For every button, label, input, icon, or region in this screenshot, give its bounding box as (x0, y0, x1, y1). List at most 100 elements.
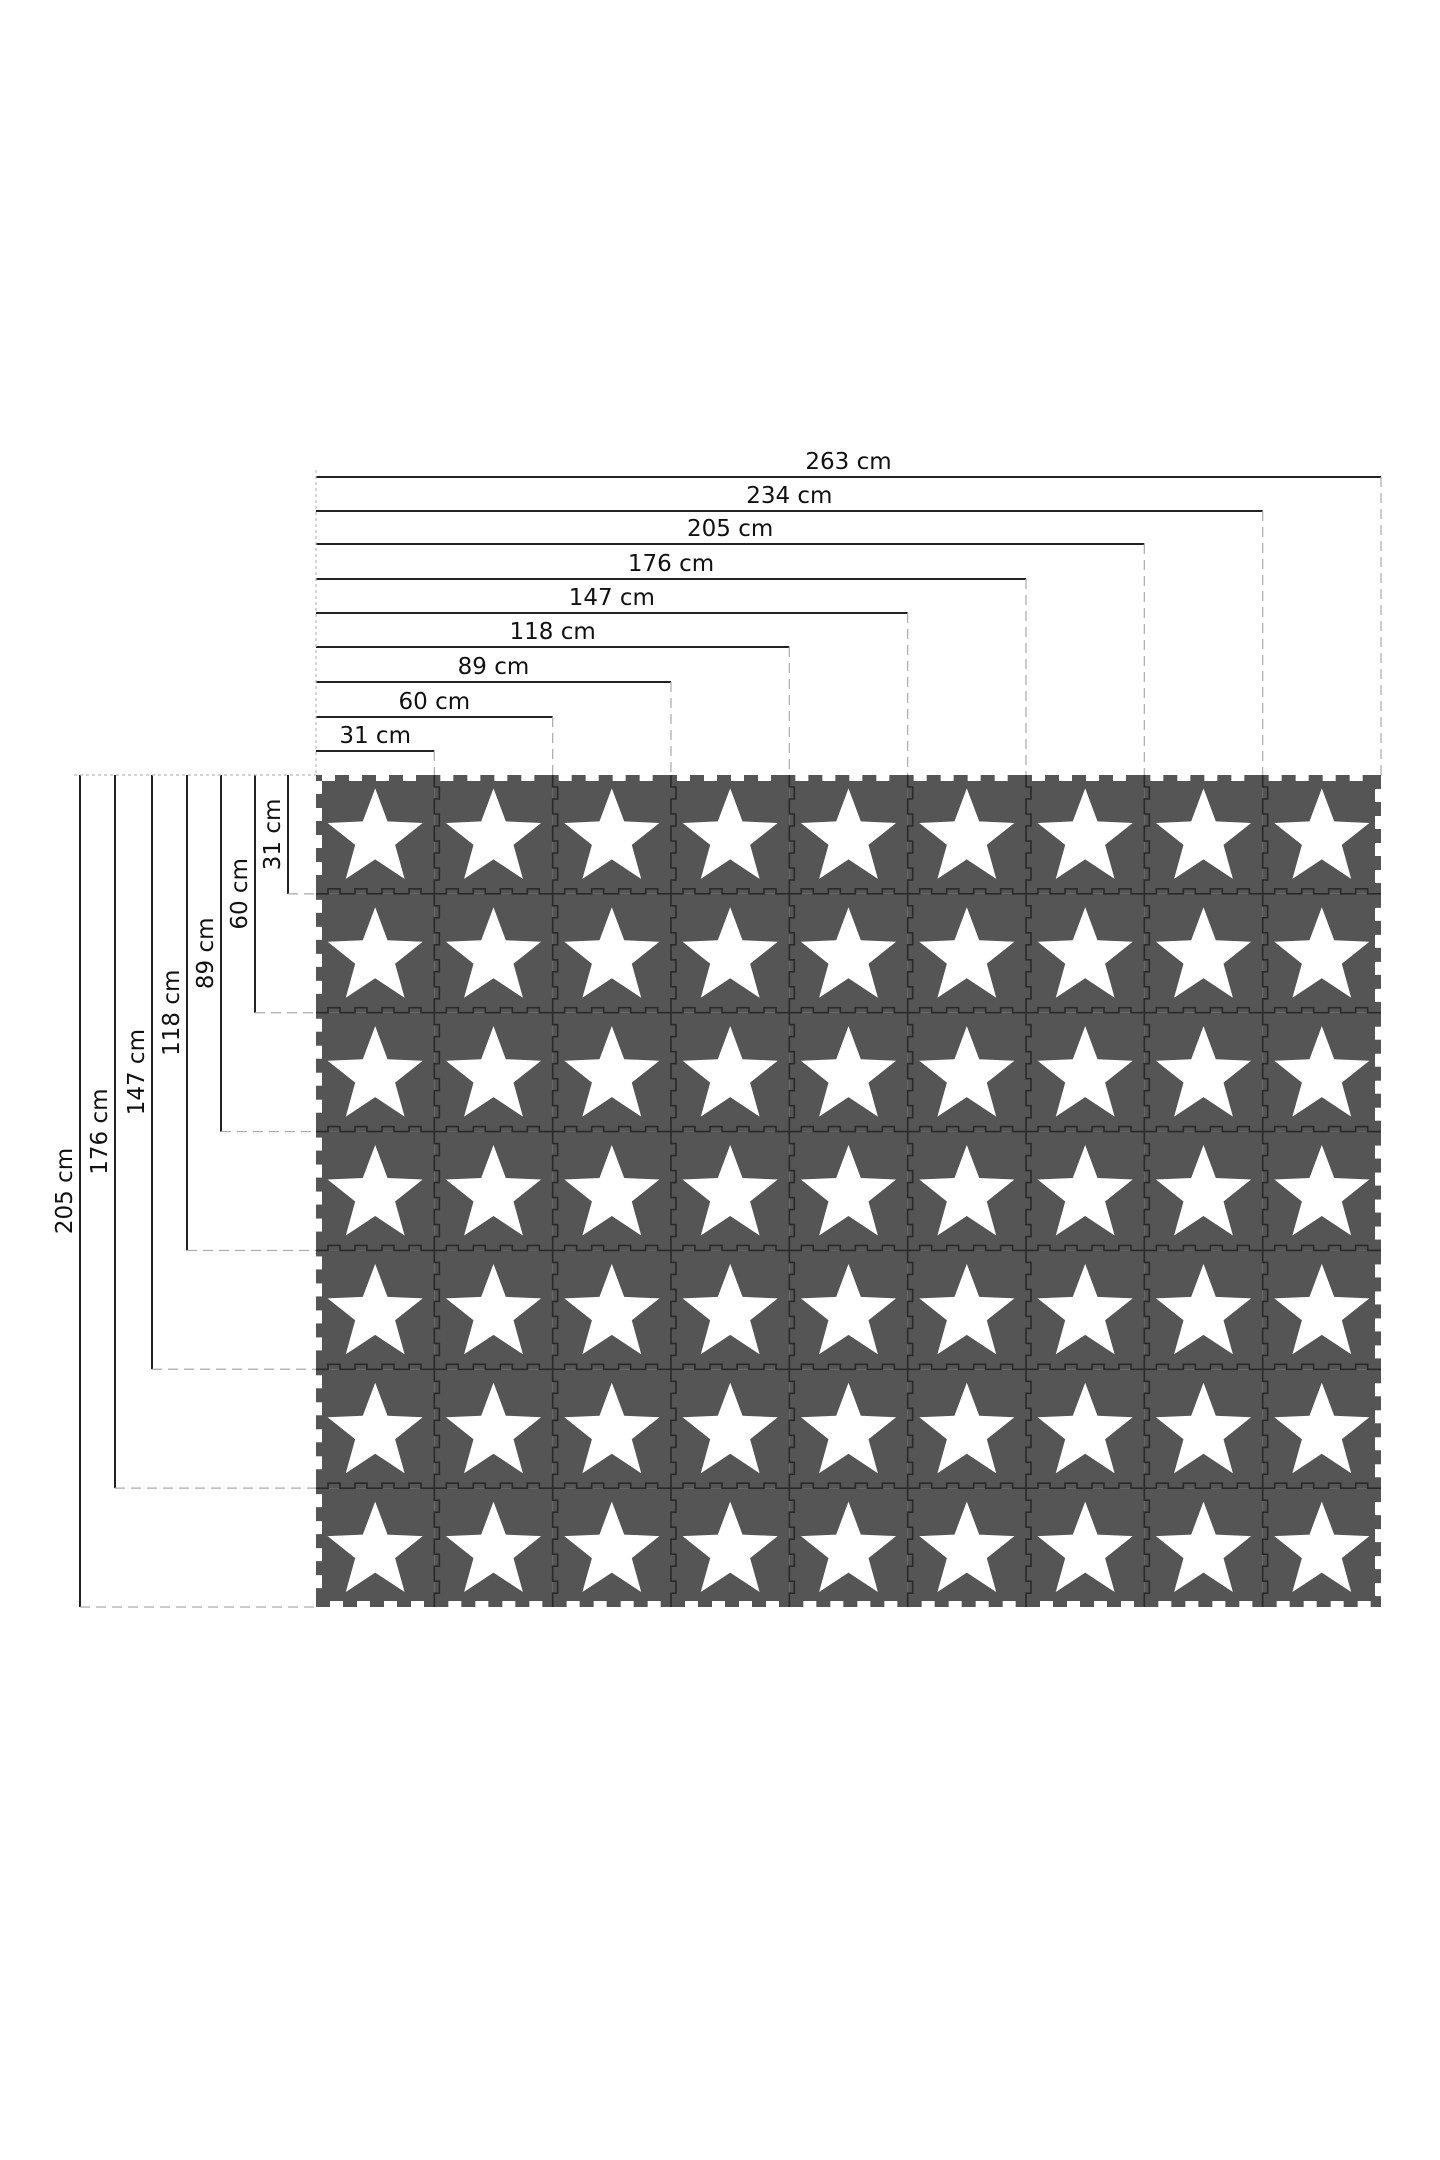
mat-tile (1261, 775, 1381, 894)
star-icon (1274, 1263, 1370, 1355)
tile-seam (1261, 1125, 1381, 1251)
dimension-label: 205 cm (687, 516, 773, 542)
edge-notch (349, 775, 362, 781)
tile-seam (1025, 1363, 1145, 1489)
mat-tile (1025, 1482, 1145, 1607)
mat-tile (1261, 1125, 1381, 1251)
edge-notch (316, 1456, 322, 1470)
edge-notch (712, 1601, 725, 1607)
tile-seam (551, 1244, 671, 1370)
edge-notch (639, 775, 653, 781)
mat-tile (433, 1244, 553, 1370)
tile-seam (316, 1006, 435, 1014)
edge-notch (921, 1601, 935, 1607)
tile-seam (788, 1244, 908, 1370)
edge-notch (1375, 870, 1381, 883)
edge-notch (1375, 1410, 1381, 1424)
edge-notch (316, 1191, 322, 1205)
edge-notch (1303, 1601, 1317, 1607)
edge-notch (731, 775, 744, 781)
dimension-label: 118 cm (159, 970, 185, 1056)
mat-tile (670, 1125, 790, 1251)
mat-tile (1261, 888, 1381, 1013)
tile-seam (1261, 775, 1269, 894)
edge-notch (857, 1601, 871, 1607)
mat-tile (551, 1244, 671, 1370)
mat-tile (551, 1363, 671, 1489)
tile-seam (670, 775, 677, 894)
mat-tile (551, 1006, 671, 1132)
mat-tile (1025, 1363, 1145, 1489)
mat-tile (670, 888, 790, 1013)
tile-seam (1143, 888, 1263, 1013)
edge-notch (1150, 775, 1164, 781)
edge-notch (1375, 1053, 1381, 1067)
edge-notch (316, 808, 322, 821)
star-icon (682, 1263, 778, 1355)
edge-notch (1375, 1145, 1381, 1159)
star-icon (682, 1382, 778, 1474)
mat-tile (1143, 1482, 1263, 1607)
edge-notch (948, 1601, 962, 1607)
mat-tile (906, 1244, 1026, 1370)
mat-tile (433, 1482, 553, 1607)
star-icon (327, 788, 423, 879)
star-icon (1037, 1501, 1133, 1592)
edge-notch (849, 775, 863, 781)
tile-seam (316, 1363, 435, 1371)
tile-seam (433, 775, 441, 894)
star-icon (919, 907, 1015, 998)
star-icon (800, 1382, 897, 1474)
mat-tile (1261, 1482, 1381, 1607)
edge-notch (1059, 775, 1072, 781)
edge-notch (1212, 1601, 1226, 1607)
star-icon (564, 788, 660, 879)
edge-notch (316, 1375, 322, 1389)
edge-notch (316, 781, 322, 794)
edge-notch (316, 1099, 322, 1113)
star-icon (1037, 1026, 1133, 1117)
edge-notch (1375, 1107, 1381, 1121)
edge-notch (1375, 1080, 1381, 1094)
tile-seam (788, 888, 908, 1013)
edge-notch (795, 775, 809, 781)
tile-seam (1025, 1244, 1145, 1370)
tile-seam (551, 1006, 671, 1132)
star-icon (1037, 907, 1133, 998)
height-dimension: 60 cm (227, 775, 316, 1014)
tile-seam (670, 888, 790, 1013)
edge-notch (502, 1601, 516, 1607)
dimension-label: 234 cm (746, 483, 832, 509)
edge-notch (1375, 1556, 1381, 1570)
tile-seam (906, 1244, 1026, 1370)
edge-notch (876, 775, 890, 781)
width-dimension: 205 cm (316, 516, 1145, 775)
dimension-label: 60 cm (227, 858, 253, 930)
edge-notch (822, 775, 836, 781)
mat-tile (788, 1244, 908, 1370)
mat-tile (1025, 775, 1145, 894)
mat-tile (906, 775, 1026, 894)
edge-notch (529, 1601, 543, 1607)
edge-notch (913, 775, 927, 781)
star-icon (564, 1382, 660, 1474)
height-dimension: 147 cm (124, 775, 316, 1370)
star-icon (800, 907, 897, 998)
edge-notch (739, 1601, 752, 1607)
edge-notch (704, 775, 717, 781)
edge-notch (1204, 775, 1218, 781)
edge-notch (758, 775, 771, 781)
mat-tile (316, 888, 435, 1013)
star-icon (327, 907, 423, 998)
edge-notch (316, 1575, 322, 1589)
mat-tile (1143, 1363, 1263, 1489)
width-dimension: 263 cm (316, 449, 1382, 775)
edge-notch (585, 775, 599, 781)
edge-notch (1067, 1601, 1080, 1607)
mat-tile (433, 1363, 553, 1489)
star-icon (327, 1501, 423, 1592)
star-icon (800, 1501, 897, 1592)
width-dimension: 60 cm (316, 689, 554, 775)
star-icon (800, 1026, 897, 1117)
